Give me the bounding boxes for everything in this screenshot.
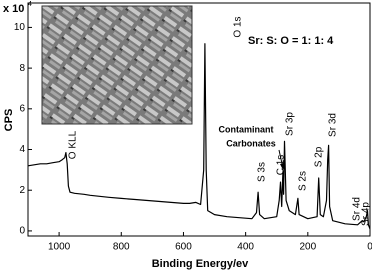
x-tick-label: 1000 (48, 242, 71, 253)
peak-annotation: S 2s (298, 171, 309, 191)
peak-annotation: O KLL (68, 130, 79, 159)
y-axis-label: CPS (3, 109, 15, 132)
peak-annotation: S 3s (257, 162, 268, 182)
y-multiplier: x 10 (3, 3, 24, 15)
y-tick-label: 4 (19, 144, 25, 155)
y-tick-label: 8 (19, 63, 25, 74)
plot-frame (27, 2, 371, 237)
peak-annotation: Sr 4d (352, 197, 363, 221)
peak-annotation: Contaminant (219, 124, 274, 134)
x-tick-label: 600 (175, 242, 192, 253)
peak-annotation: Sr 3d (328, 113, 339, 137)
peak-annotation: C 1s (276, 155, 287, 176)
peak-annotation: O 1s (233, 16, 244, 37)
spectrum-line (27, 43, 371, 230)
y-tick-label: 0 (19, 226, 25, 237)
y-multiplier-exponent: 4 (28, 1, 32, 8)
peak-annotation: Sr 3p (285, 112, 296, 136)
peak-annotation: S 2p (314, 146, 325, 167)
x-tick-label: 0 (367, 242, 372, 253)
x-tick-label: 200 (299, 242, 316, 253)
peak-annotation: Sr 4p (361, 202, 372, 226)
inset-sem-image (41, 5, 193, 125)
composition-note: Sr: S: O = 1: 1: 4 (248, 35, 334, 47)
y-tick-label: 10 (14, 22, 26, 33)
peak-annotation: Carbonates (226, 138, 276, 148)
x-tick-label: 800 (113, 242, 130, 253)
y-tick-label: 2 (19, 185, 25, 196)
x-tick-label: 400 (237, 242, 254, 253)
y-tick-label: 6 (19, 103, 25, 114)
x-axis-label: Binding Energy/ev (152, 258, 249, 270)
